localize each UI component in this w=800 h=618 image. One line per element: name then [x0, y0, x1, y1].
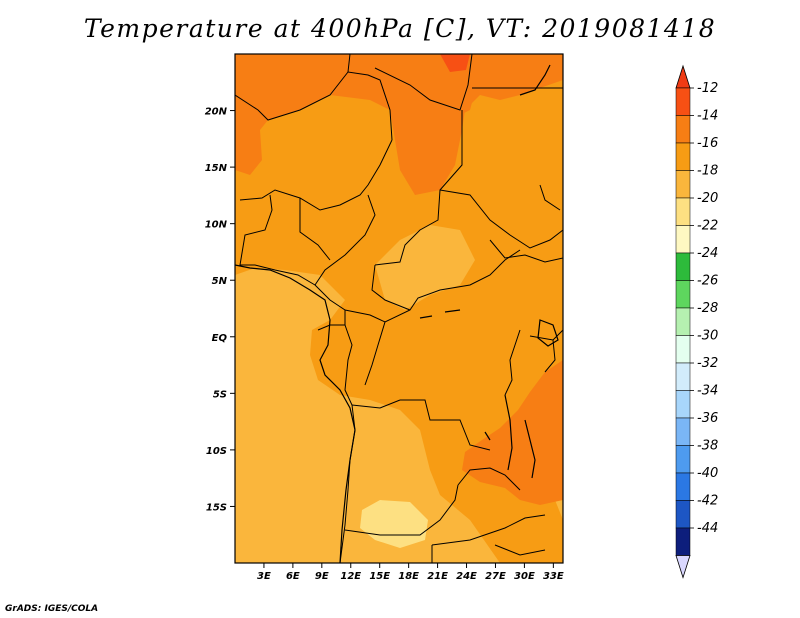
colorbar-swatch	[675, 445, 691, 474]
lat-tick-label: 15S	[206, 502, 227, 513]
lon-tick-label: 30E	[514, 571, 535, 582]
colorbar-swatch	[675, 362, 691, 391]
colorbar-swatch	[675, 280, 691, 309]
colorbar-label: -18	[697, 164, 718, 179]
map-title: Temperature at 400hPa [C], VT: 201908141…	[83, 14, 717, 43]
colorbar-swatch	[675, 417, 691, 446]
colorbar-label: -42	[697, 494, 718, 509]
lon-tick-label: 33E	[543, 571, 564, 582]
colorbar-label: -40	[697, 466, 718, 481]
lon-tick-label: 9E	[315, 571, 329, 582]
lon-tick-label: 3E	[257, 571, 271, 582]
colorbar-swatch	[675, 142, 691, 171]
temp-region-12-14-north	[235, 54, 563, 195]
lat-tick-label: 10S	[206, 446, 227, 457]
colorbar-swatch	[675, 225, 691, 254]
lon-tick-label: 6E	[286, 571, 300, 582]
colorbar-swatch	[675, 472, 691, 501]
lat-tick-label: 15N	[205, 163, 228, 174]
lat-tick-label: EQ	[212, 333, 228, 344]
lat-tick-label: 20N	[205, 107, 228, 118]
colorbar-swatch	[675, 527, 691, 556]
colorbar-label: -36	[697, 411, 718, 426]
colorbar-label: -16	[697, 136, 718, 151]
colorbar-swatch	[675, 170, 691, 199]
country-borders	[235, 54, 563, 563]
credit-text: GrADS: IGES/COLA	[5, 604, 99, 614]
temperature-map	[235, 54, 563, 563]
temp-region-14-16	[235, 54, 563, 563]
colorbar-swatch	[675, 115, 691, 144]
colorbar-label: -22	[697, 219, 718, 234]
colorbar-label: -24	[697, 246, 718, 261]
colorbar-label: -12	[697, 81, 718, 96]
map-frame	[234, 53, 564, 564]
latitude-axis: 20N 15N 10N 5N EQ 5S 10S 15S	[205, 107, 235, 513]
lon-tick-label: 24E	[456, 571, 477, 582]
temp-region-16-18-north	[375, 225, 475, 310]
lat-tick-label: 10N	[205, 220, 228, 231]
colorbar-label: -34	[697, 384, 718, 399]
colorbar-swatch	[675, 390, 691, 419]
colorbar-swatch	[675, 197, 691, 226]
lat-tick-label: 5S	[213, 389, 227, 400]
colorbar-swatch	[675, 307, 691, 336]
colorbar-label: -14	[697, 109, 718, 124]
red-sea-coast	[519, 64, 551, 96]
temp-region-18-20	[360, 500, 428, 548]
coastline	[235, 264, 356, 563]
lon-tick-label: 27E	[485, 571, 506, 582]
colorbar-label: -20	[697, 191, 718, 206]
colorbar-swatch	[675, 335, 691, 364]
colorbar-swatch	[675, 87, 691, 116]
temp-region-warmest	[440, 54, 470, 72]
lon-tick-label: 12E	[340, 571, 361, 582]
lake-outlines	[419, 309, 559, 479]
lon-tick-label: 21E	[427, 571, 448, 582]
colorbar-swatch	[675, 252, 691, 281]
colorbar-swatch	[675, 500, 691, 529]
colorbar-bottom-arrow	[675, 555, 691, 579]
lat-tick-label: 5N	[212, 276, 228, 287]
colorbar-label: -32	[697, 356, 718, 371]
lon-tick-label: 18E	[398, 571, 419, 582]
colorbar-top-arrow	[675, 64, 691, 89]
temp-region-12-14-north-patch	[418, 55, 478, 120]
colorbar-label: -26	[697, 274, 718, 289]
colorbar: -12 -14 -16 -18 -20 -22 -24 -26 -28 -30 -32 -34 -36 -…	[675, 64, 718, 579]
colorbar-label: -28	[697, 301, 718, 316]
colorbar-label: -30	[697, 329, 718, 344]
colorbar-label: -38	[697, 439, 718, 454]
colorbar-label: -44	[697, 521, 718, 536]
lon-tick-label: 15E	[369, 571, 390, 582]
longitude-axis: 3E 6E 9E 12E 15E 18E 21E 24E 27E 30E 33E	[257, 563, 564, 582]
